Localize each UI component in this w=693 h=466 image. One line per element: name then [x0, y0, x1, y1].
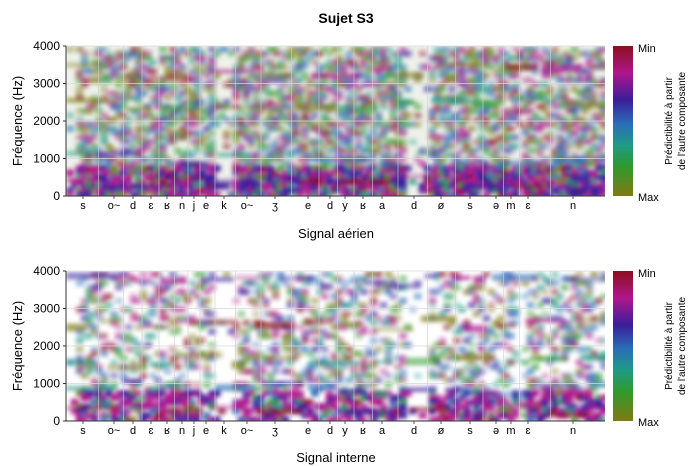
colorbar [613, 46, 633, 196]
y-tick-label: 2000 [33, 114, 60, 128]
x-tick-label: ʁ [164, 200, 170, 212]
y-tick-label: 3000 [33, 77, 60, 91]
x-tick-label: m [506, 425, 515, 437]
x-tick-label: n [179, 425, 185, 437]
x-tick-labels: s o~ d ɛ ʁ n j e k o~ ʒ e d y ʁ a d ø s ə m ɛ n [80, 196, 576, 212]
x-tick-label: j [192, 425, 195, 437]
x-tick-label: n [570, 200, 576, 212]
colorbar-label-line1: Prédictibilité à partir [664, 76, 675, 164]
colorbar-label-line1: Prédictibilité à partir [664, 301, 675, 389]
x-tick-label: y [342, 425, 348, 437]
x-tick-label: o~ [108, 425, 121, 437]
x-tick-label: m [506, 200, 515, 212]
x-tick-label: s [467, 425, 473, 437]
x-tick-label: ʁ [360, 425, 366, 437]
x-tick-label: ʒ [272, 200, 278, 212]
gridlines [66, 270, 605, 421]
y-tick-labels: 0 1000 2000 3000 4000 [33, 39, 66, 203]
x-tick-label: k [221, 200, 227, 212]
x-tick-label: d [130, 425, 136, 437]
y-tick-label: 2000 [33, 339, 60, 353]
x-tick-label: a [379, 200, 386, 212]
x-tick-label: a [379, 425, 386, 437]
y-tick-label: 0 [53, 414, 60, 428]
x-tick-label: o~ [241, 425, 254, 437]
x-tick-label: ʒ [272, 425, 278, 437]
x-tick-label: ø [438, 200, 445, 212]
x-tick-label: e [203, 200, 209, 212]
figure-title: Sujet S3 [318, 10, 373, 26]
y-tick-labels: 0 1000 2000 3000 4000 [33, 264, 66, 428]
x-tick-label: n [179, 200, 185, 212]
x-tick-label: ɛ [148, 200, 153, 212]
y-axis-label: Fréquence (Hz) [10, 301, 25, 391]
y-tick-label: 1000 [33, 152, 60, 166]
x-tick-label: o~ [241, 200, 254, 212]
spectrogram-heatmap [66, 271, 605, 421]
x-tick-label: s [80, 425, 86, 437]
x-tick-label: s [80, 200, 86, 212]
y-tick-label: 1000 [33, 377, 60, 391]
x-tick-label: d [411, 425, 417, 437]
x-tick-label: ø [438, 425, 445, 437]
y-tick-label: 0 [53, 189, 60, 203]
x-axis-label: Signal interne [296, 450, 376, 465]
x-tick-label: ə [493, 200, 499, 212]
colorbar-max-label: Min [638, 43, 656, 55]
x-tick-label: y [342, 200, 348, 212]
x-tick-label: ɛ [148, 425, 153, 437]
spectrogram-heatmap [66, 46, 605, 196]
x-axis-label: Signal aérien [298, 226, 374, 241]
y-tick-label: 4000 [33, 264, 60, 278]
colorbar-label-line2: de l'autre composante [677, 72, 688, 171]
colorbar [613, 271, 633, 421]
colorbar-min-label: Max [638, 192, 659, 204]
y-tick-label: 3000 [33, 302, 60, 316]
x-tick-label: d [327, 425, 333, 437]
x-tick-label: d [411, 200, 417, 212]
x-tick-label: d [327, 200, 333, 212]
x-tick-labels: s o~ d ɛ ʁ n j e k o~ ʒ e d y ʁ a d ø s ə m ɛ n [80, 421, 576, 437]
x-tick-label: e [305, 425, 311, 437]
x-tick-label: s [467, 200, 473, 212]
x-tick-label: ə [493, 425, 499, 437]
x-tick-label: n [570, 425, 576, 437]
colorbar-max-label: Min [638, 268, 656, 280]
x-tick-label: e [203, 425, 209, 437]
x-tick-label: ɛ [525, 425, 530, 437]
y-axis-label: Fréquence (Hz) [10, 76, 25, 166]
x-tick-label: ʁ [360, 200, 366, 212]
x-tick-label: j [192, 200, 195, 212]
colorbar-min-label: Max [638, 417, 659, 429]
y-tick-label: 4000 [33, 39, 60, 53]
x-tick-label: ɛ [525, 200, 530, 212]
gridlines [66, 45, 605, 196]
x-tick-label: o~ [108, 200, 121, 212]
x-tick-label: ʁ [164, 425, 170, 437]
x-tick-label: d [130, 200, 136, 212]
x-tick-label: e [305, 200, 311, 212]
x-tick-label: k [221, 425, 227, 437]
colorbar-label-line2: de l'autre composante [677, 297, 688, 396]
